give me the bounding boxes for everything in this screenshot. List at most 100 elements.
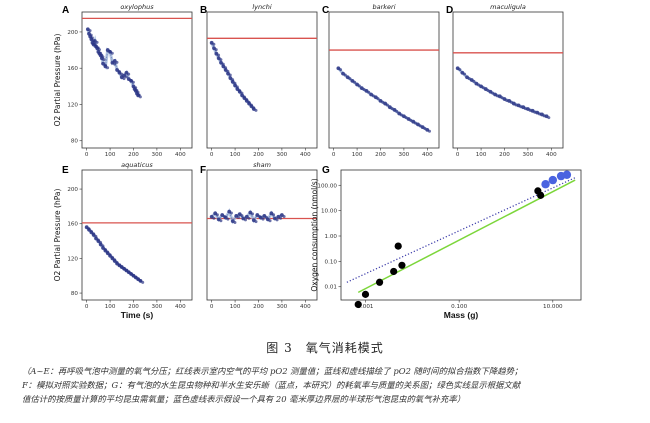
y-tick-label: 80	[71, 291, 79, 297]
y-tick-label: 160	[67, 66, 78, 72]
panel-title: aquaticus	[121, 161, 153, 169]
x-tick-label: 300	[399, 152, 410, 158]
x-tick-label: 300	[277, 304, 288, 310]
data-point	[217, 53, 221, 57]
data-point	[131, 80, 135, 84]
insect-point	[354, 300, 362, 309]
data-point	[282, 214, 286, 218]
data-point	[343, 73, 347, 77]
y-tick-label: 10.00	[321, 209, 337, 215]
x-tick-label: 0.100	[451, 304, 467, 310]
x-tick-label: 200	[253, 304, 264, 310]
data-point	[88, 29, 92, 33]
data-point	[357, 84, 361, 88]
data-point	[115, 60, 119, 64]
x-tick-label: 0	[332, 152, 336, 158]
x-tick-label: 0	[210, 304, 214, 310]
x-tick-label: 400	[546, 152, 557, 158]
data-point	[367, 90, 371, 94]
data-point	[124, 75, 128, 79]
panel-letter: B	[200, 5, 207, 16]
data-point	[268, 219, 272, 223]
x-tick-label: 300	[152, 152, 163, 158]
figure-caption-title: 图 3 氧气消耗模式	[266, 341, 384, 355]
x-tick-label: 200	[128, 304, 139, 310]
panel-frame	[206, 11, 318, 149]
x-tick-label: 300	[152, 304, 163, 310]
data-point	[385, 103, 389, 107]
data-point	[212, 216, 216, 220]
y-tick-label: 100.00	[317, 183, 337, 189]
data-point	[254, 108, 258, 112]
insect-point	[394, 242, 402, 250]
y-tick-label: 1.00	[325, 234, 338, 240]
data-point	[95, 40, 99, 44]
caption-line: 值估计的按质量计算的平均昆虫需氧量；蓝色虚线表示假设一个具有 20 毫米厚边界层…	[22, 394, 466, 404]
y-tick-label: 200	[67, 30, 78, 36]
insect-point	[398, 261, 406, 269]
data-point	[212, 42, 216, 46]
data-point	[272, 213, 276, 217]
data-point	[110, 51, 114, 55]
data-point	[240, 214, 244, 218]
caption-line: F：模拟对照实验数据；G：有气泡的水生昆虫物种和半水生安乐蜥（蓝点，本研究）的耗…	[22, 380, 521, 390]
panel-letter: C	[322, 5, 329, 16]
data-point	[254, 220, 258, 224]
x-tick-label: 100	[105, 152, 116, 158]
data-point	[261, 217, 265, 221]
data-point	[339, 68, 343, 72]
data-point	[463, 72, 467, 76]
anole-point	[541, 180, 550, 189]
insect-point	[537, 191, 545, 199]
x-tick-label: 0	[85, 152, 89, 158]
data-point	[228, 73, 232, 77]
y-tick-label: 120	[67, 256, 78, 262]
x-tick-label: 200	[128, 152, 139, 158]
data-point	[547, 116, 551, 120]
panel-frame	[81, 11, 193, 149]
dotted-supply-line	[346, 177, 576, 283]
panel-title: oxylophus	[120, 3, 154, 11]
x-tick-label: 100	[476, 152, 487, 158]
data-point	[127, 72, 131, 76]
data-point	[376, 97, 380, 101]
panel-letter: G	[322, 165, 330, 176]
x-tick-label: 0	[210, 152, 214, 158]
x-tick-label: 200	[375, 152, 386, 158]
data-point	[243, 218, 247, 222]
y-tick-label: 200	[67, 187, 78, 193]
panel-letter: D	[446, 5, 453, 16]
x-axis-label: Time (s)	[121, 310, 154, 320]
y-axis-label: Oxygen consumption (nmol/s)	[310, 178, 319, 291]
panel-letter: A	[62, 5, 69, 16]
x-tick-label: 0.001	[357, 304, 373, 310]
x-tick-label: 400	[175, 152, 186, 158]
x-tick-label: 100	[230, 152, 241, 158]
y-tick-label: 0.10	[325, 259, 338, 265]
data-point	[215, 213, 219, 217]
panel-title: maculigula	[490, 3, 526, 11]
data-point	[427, 129, 431, 133]
data-point	[250, 212, 254, 216]
data-point	[458, 68, 462, 72]
anole-point	[562, 170, 572, 179]
y-axis-label: O2 Partial Pressure (hPa)	[53, 189, 62, 282]
data-point	[214, 48, 218, 52]
insect-point	[361, 290, 370, 298]
data-point	[348, 77, 352, 81]
x-tick-label: 300	[277, 152, 288, 158]
y-tick-label: 80	[71, 139, 79, 145]
data-point	[395, 109, 399, 113]
insect-point	[390, 267, 398, 276]
data-point	[233, 221, 237, 225]
x-tick-label: 100	[352, 152, 363, 158]
x-tick-label: 400	[300, 152, 311, 158]
panel-title: sham	[253, 161, 271, 169]
panel-letter: F	[200, 165, 206, 176]
x-tick-label: 100	[230, 304, 241, 310]
data-point	[275, 218, 279, 222]
data-point	[219, 219, 223, 223]
y-tick-label: 120	[67, 102, 78, 108]
data-point	[226, 217, 230, 221]
